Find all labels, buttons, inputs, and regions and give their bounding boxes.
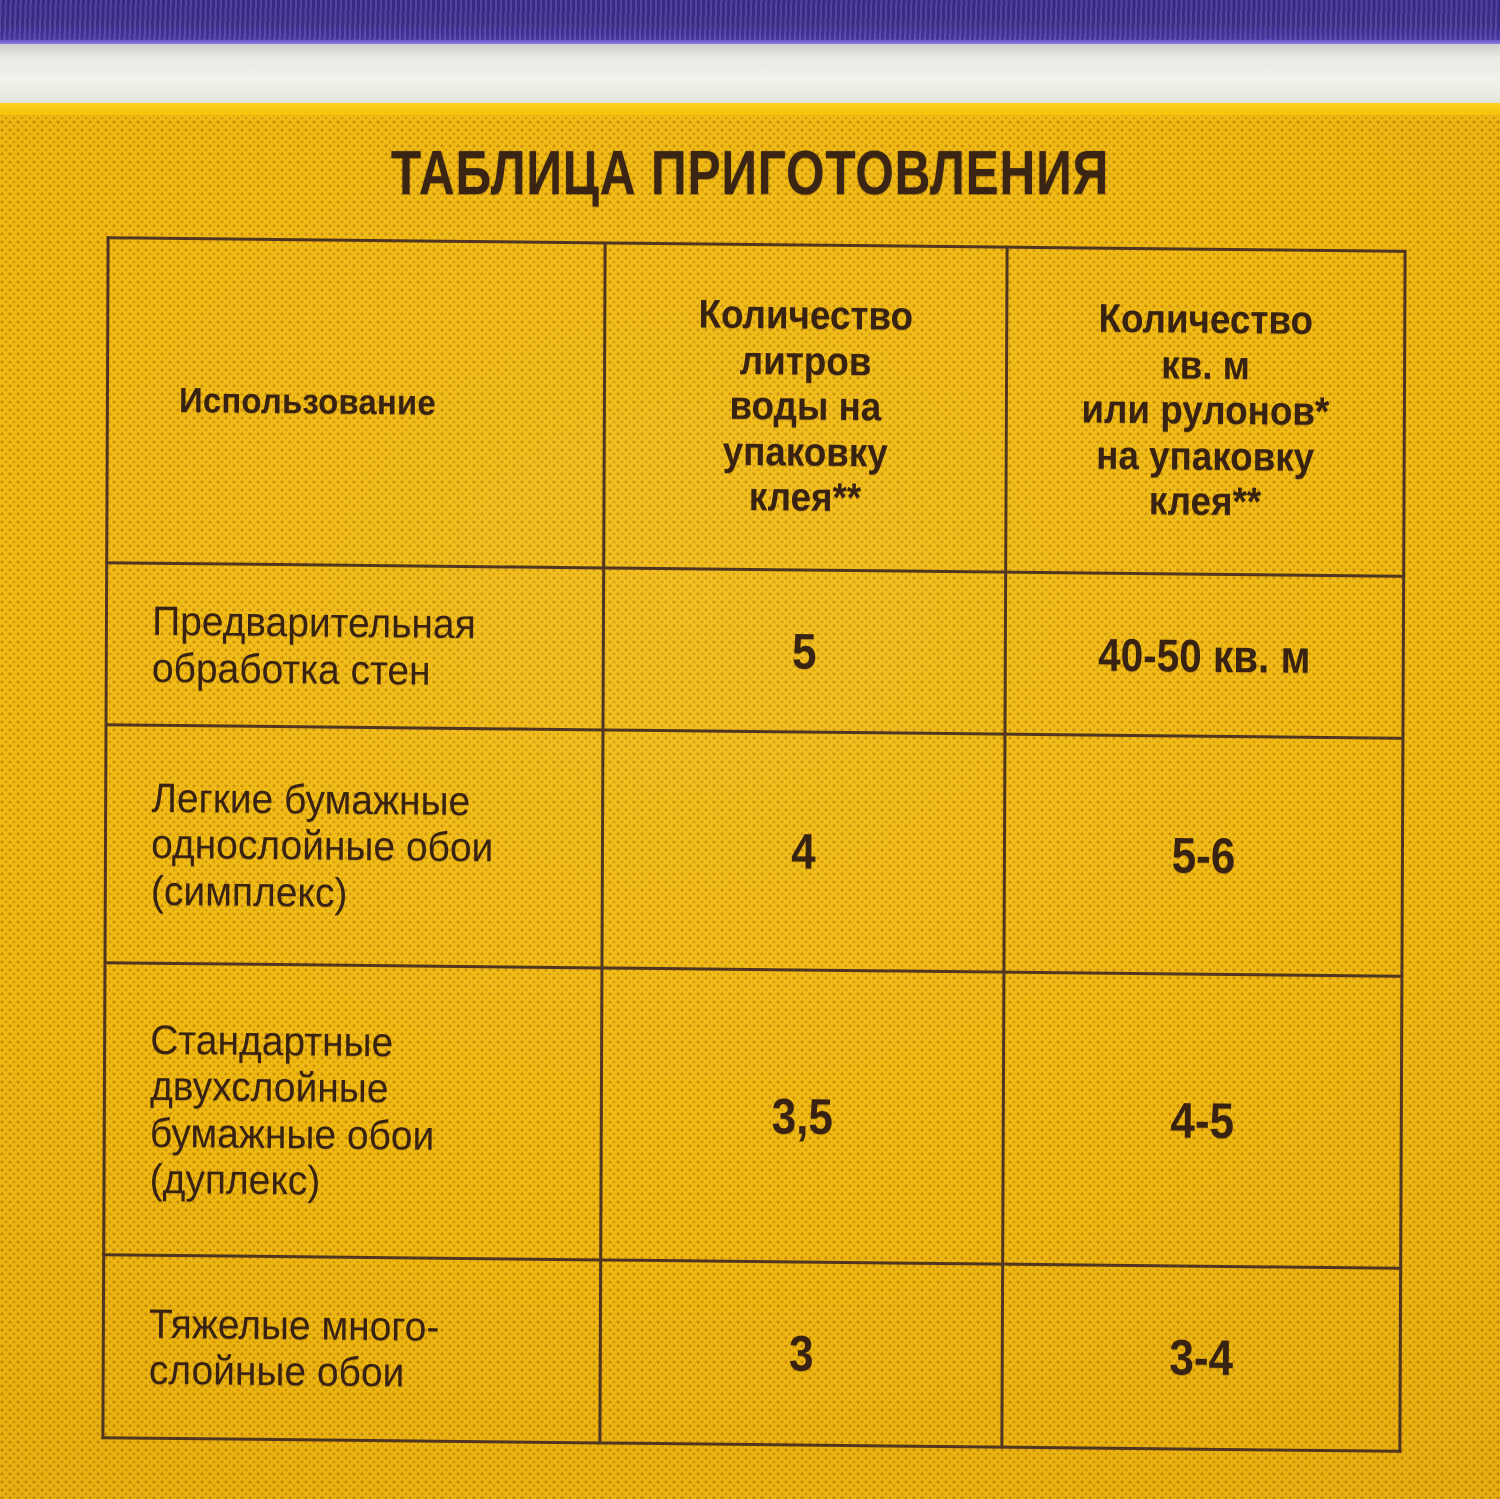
header-coverage-line-1: Количество (1098, 296, 1314, 343)
header-cell-coverage: Количество кв. м или рулонов* на упаковк… (1005, 247, 1406, 577)
cell-use: Стандартные двухслойные бумажные обои (д… (103, 962, 602, 1260)
liters-value: 4 (791, 822, 816, 880)
header-coverage-line-2: кв. м (1161, 342, 1251, 388)
coverage-value: 3-4 (1169, 1329, 1234, 1387)
use-line: Предварительная (152, 597, 476, 648)
package-blue-band (0, 0, 1500, 44)
use-label: Легкие бумажные однослойные обои (симпле… (117, 774, 568, 918)
preparation-table: Использование Количество литров воды на … (101, 236, 1406, 1453)
header-coverage-line-5: клея** (1148, 479, 1262, 525)
use-line: (симплекс) (150, 867, 348, 916)
liters-value: 3 (788, 1325, 814, 1382)
header-liters-line-1: Количество (698, 292, 914, 339)
use-line: бумажные обои (149, 1109, 435, 1159)
package-white-band (0, 44, 1500, 106)
use-label: Стандартные двухслойные бумажные обои (д… (115, 1016, 566, 1206)
header-coverage-line-3: или рулонов* (1081, 387, 1330, 435)
header-cell-use: Использование (106, 237, 606, 568)
table-row: Тяжелые много- слойные обои 3 3-4 (102, 1254, 1401, 1452)
package-seam (0, 40, 1500, 44)
coverage-value: 4-5 (1170, 1091, 1235, 1149)
table-header-row: Использование Количество литров воды на … (106, 237, 1406, 577)
use-line: двухслойные (150, 1062, 389, 1112)
header-liters-line-5: клея** (748, 475, 862, 521)
table-row: Предварительная обработка стен 5 40-50 к… (106, 562, 1404, 739)
coverage-value: 40-50 кв. м (1098, 628, 1311, 683)
liters-value: 3,5 (771, 1087, 834, 1145)
header-liters-line-2: литров (739, 338, 872, 384)
header-liters-line-4: упаковку (722, 429, 888, 476)
use-line: Тяжелые много- (148, 1300, 440, 1350)
use-label: Тяжелые много- слойные обои (115, 1300, 566, 1397)
cell-coverage: 4-5 (1002, 972, 1402, 1269)
cell-use: Тяжелые много- слойные обои (102, 1254, 601, 1443)
cell-liters: 5 (602, 567, 1006, 735)
liters-value: 5 (791, 622, 817, 680)
header-label-coverage: Количество кв. м или рулонов* на упаковк… (1032, 296, 1378, 528)
cell-coverage: 3-4 (1001, 1264, 1401, 1452)
use-line: (дуплекс) (149, 1155, 321, 1204)
use-line: однослойные обои (151, 821, 494, 871)
cell-liters: 3,5 (600, 967, 1004, 1265)
use-label: Предварительная обработка стен (118, 598, 569, 695)
use-line: Стандартные (150, 1016, 394, 1066)
header-cell-liters: Количество литров воды на упаковку клея*… (603, 242, 1008, 573)
cell-liters: 3 (599, 1259, 1003, 1448)
label-top-edge (0, 103, 1500, 115)
use-line: слойные обои (148, 1346, 405, 1396)
page-title: ТАБЛИЦА ПРИГОТОВЛЕНИЯ (390, 139, 1110, 208)
header-liters-line-3: воды на (729, 383, 882, 430)
coverage-value: 5-6 (1171, 826, 1236, 884)
table-row: Легкие бумажные однослойные обои (симпле… (104, 724, 1403, 977)
preparation-table-wrapper: Использование Количество литров воды на … (101, 236, 1406, 1453)
use-line: Легкие бумажные (151, 774, 471, 825)
header-label-liters: Количество литров воды на упаковку клея*… (631, 292, 981, 524)
cell-liters: 4 (601, 729, 1005, 973)
header-label-use: Использование (179, 380, 436, 423)
use-line: обработка стен (151, 644, 431, 694)
table-row: Стандартные двухслойные бумажные обои (д… (103, 962, 1402, 1269)
cell-use: Предварительная обработка стен (106, 562, 604, 730)
header-coverage-line-4: на упаковку (1096, 433, 1315, 480)
cell-use: Легкие бумажные однослойные обои (симпле… (104, 724, 603, 968)
cell-coverage: 40-50 кв. м (1004, 572, 1404, 739)
cell-coverage: 5-6 (1003, 734, 1403, 977)
